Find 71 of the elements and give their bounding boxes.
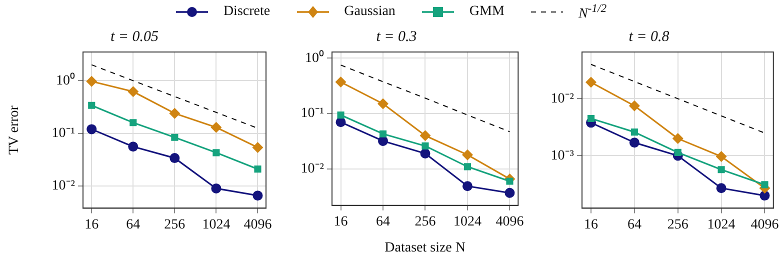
x-tick-label: 16 [84,217,99,232]
point [630,128,638,136]
x-tick-label: 64 [627,217,642,232]
line-series [590,64,766,134]
point [171,134,178,141]
point [335,76,346,88]
point [128,142,138,152]
point [378,98,389,110]
x-tick-label: 16 [584,217,598,232]
point [337,112,344,119]
point [379,130,387,138]
point [420,148,430,159]
point [210,122,222,133]
x-axis-title: Dataset size N [384,240,466,256]
y-tick-label: 10⁻² [550,91,574,106]
point [464,163,472,170]
y-tick-label: 10⁻³ [550,148,574,164]
x-tick-label: 256 [414,214,436,230]
point [716,150,727,162]
x-tick-label: 256 [164,217,186,232]
point [587,114,595,122]
point [672,133,684,144]
line-series [340,64,510,132]
x-tick-label: 64 [126,217,140,232]
x-tick-label: 1024 [202,217,230,232]
point [674,148,682,156]
point [252,142,264,153]
x-tick-label: 1024 [453,214,482,230]
legend-label: Discrete [223,4,270,20]
x-tick-label: 1024 [707,217,736,232]
chart-title: t = 0.8 [628,28,670,45]
point [128,86,139,98]
legend-label: GMM [469,4,504,20]
point [130,119,137,126]
point [212,149,220,156]
point [422,142,429,150]
y-tick-label: 10⁰ [305,50,324,66]
y-tick-label: 10⁻² [52,178,75,194]
point [586,76,597,88]
chart-title: t = 0.05 [110,28,160,45]
point [629,138,640,148]
x-tick-label: 4096 [244,217,272,232]
y-tick-label: 10⁰ [56,72,75,88]
point [86,124,97,134]
point [170,153,180,164]
point [462,149,473,160]
point [716,183,726,194]
y-tick-label: 10⁻¹ [52,126,75,142]
point [420,130,431,142]
y-tick-label: 10⁻¹ [300,106,324,122]
legend-label: N$^{-1/2}$ [578,2,607,23]
y-axis-title: TV error [7,105,22,155]
point [761,181,768,188]
x-tick-label: 256 [667,217,688,232]
x-tick-label: 4096 [750,217,779,232]
chart-title: t = 0.3 [376,28,417,45]
x-tick-label: 64 [376,214,390,230]
point [718,166,725,174]
legend-label: Gaussian [344,4,396,20]
point [628,100,640,112]
y-tick-label: 10⁻² [300,162,324,177]
point [504,188,515,198]
point [252,190,263,201]
point [254,166,262,173]
point [88,102,96,109]
x-tick-label: 16 [334,214,348,230]
x-tick-label: 4096 [496,214,524,230]
point [169,108,180,119]
point [462,181,472,192]
point [86,76,98,87]
point [211,183,222,194]
